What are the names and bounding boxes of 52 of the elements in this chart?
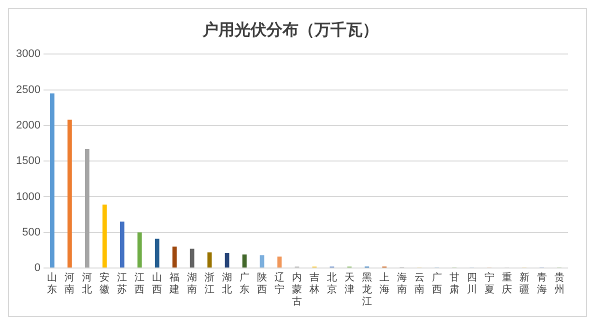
bar (224, 253, 230, 268)
y-tick-label: 3000 (16, 48, 40, 60)
bar (172, 246, 177, 268)
bar (137, 232, 142, 268)
x-tick-label: 浙江 (204, 272, 215, 296)
x-tick-label: 云南 (414, 272, 424, 296)
x-tick-label: 甘肃 (449, 272, 460, 296)
x-tick-label: 陕西 (257, 272, 268, 296)
x-tick-label: 上海 (379, 272, 390, 296)
y-tick-label: 1500 (16, 155, 40, 168)
bar (277, 256, 282, 268)
x-tick-label: 广西 (432, 272, 442, 296)
x-tick-label: 辽宁 (274, 272, 285, 296)
y-tick-label: 1000 (16, 190, 40, 203)
x-tick-label: 山东 (47, 272, 58, 296)
x-tick-label: 天津 (344, 272, 354, 296)
bar (84, 148, 90, 268)
x-tick-label: 贵州 (554, 272, 564, 296)
bar (50, 93, 54, 268)
x-tick-label: 重庆 (502, 272, 512, 296)
bar (102, 204, 107, 268)
bar (260, 255, 264, 268)
x-tick-label: 新疆 (519, 272, 530, 296)
x-tick-label: 宁夏 (484, 272, 494, 296)
x-tick-label: 广东 (240, 272, 250, 296)
bar (154, 238, 160, 268)
x-tick-label: 海南 (396, 272, 407, 296)
x-tick-label: 河南 (64, 272, 75, 296)
bar (190, 248, 194, 268)
x-tick-label: 福建 (168, 272, 180, 296)
x-tick-label: 黑龙江 (362, 272, 372, 308)
y-tick-label: 2000 (16, 120, 40, 132)
x-tick-label: 山西 (152, 272, 162, 296)
x-tick-label: 河北 (82, 272, 92, 296)
x-tick-label: 青海 (536, 272, 547, 296)
bar (207, 252, 212, 268)
x-tick-label: 湖南 (187, 272, 198, 296)
chart-title: 户用光伏分布（万千瓦） (202, 20, 378, 39)
x-tick-label: 吉林 (308, 272, 320, 296)
x-tick-label: 内蒙古 (292, 272, 302, 308)
x-tick-label: 四川 (466, 272, 477, 296)
y-tick-label: 0 (34, 262, 40, 274)
bar (242, 254, 247, 268)
bar (120, 222, 124, 268)
x-tick-label: 北京 (326, 272, 337, 296)
bar (68, 120, 72, 268)
x-tick-label: 江苏 (117, 272, 128, 296)
x-tick-label: 湖北 (222, 272, 232, 296)
x-tick-label: 江西 (134, 272, 145, 296)
y-tick-label: 500 (22, 226, 40, 238)
y-tick-label: 2500 (16, 84, 40, 96)
x-tick-label: 安徽 (100, 272, 110, 296)
